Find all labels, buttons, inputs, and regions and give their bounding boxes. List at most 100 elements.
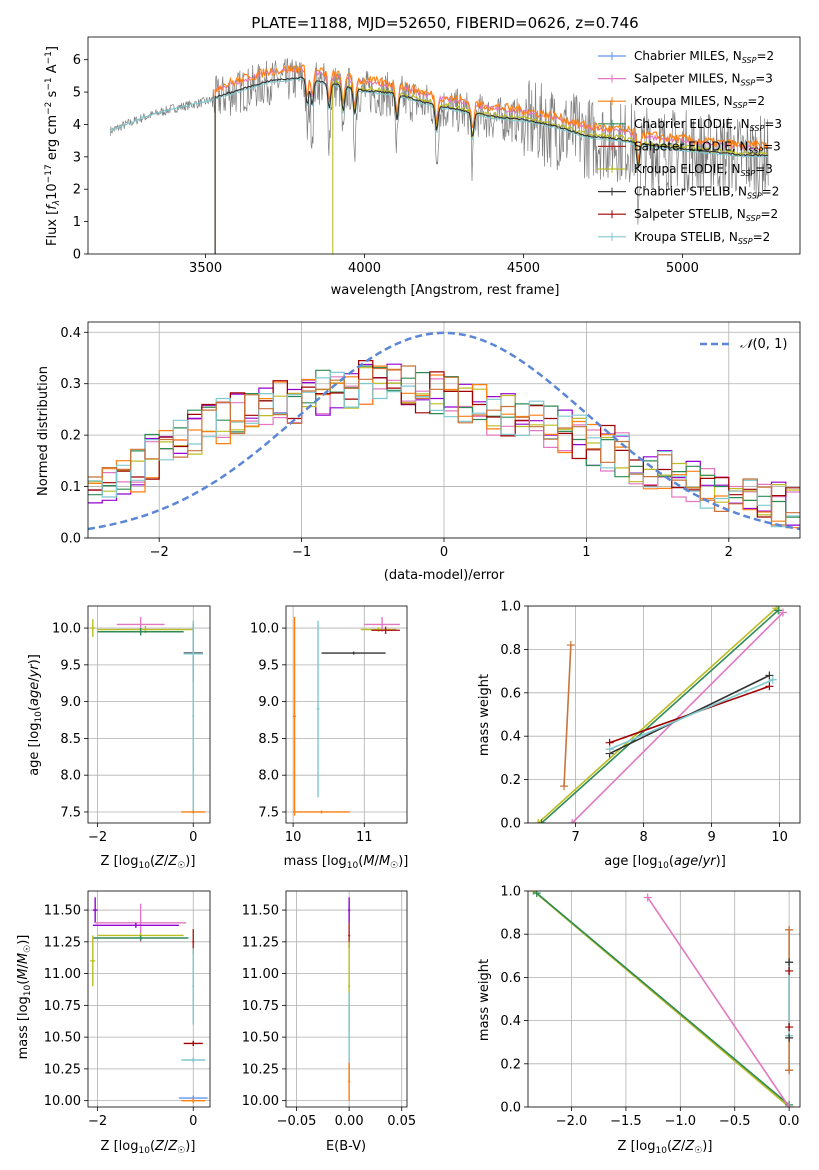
x-tick-label: 10 — [285, 830, 302, 845]
x-tick-label: −1.5 — [610, 1114, 642, 1129]
y-tick-label: 9.0 — [60, 695, 81, 710]
y-tick-label: 8.5 — [258, 732, 279, 747]
x-tick-label: −2 — [88, 1114, 107, 1129]
y-tick-label: 6 — [73, 53, 81, 68]
weight-line — [563, 645, 572, 787]
ebv-mass-xlabel: E(B-V) — [326, 1139, 366, 1154]
z-weight-xlabel: Z [log10(Z/Z☉)] — [618, 1139, 713, 1156]
z-mass-xlabel: Z [log10(Z/Z☉)] — [101, 1139, 196, 1156]
legend-label: Kroupa STELIB, NSSP=2 — [634, 230, 770, 246]
x-tick-label: 4000 — [348, 261, 381, 276]
y-tick-label: 0.0 — [60, 532, 81, 547]
x-tick-label: 0.05 — [387, 1114, 416, 1129]
mass-age-panel: 10 11 7.5 8.0 8.5 9.0 9.5 10.0 — [250, 605, 408, 845]
normal-curve — [88, 331, 800, 531]
x-tick-label: 0.0 — [779, 1114, 800, 1129]
spectrum-legend: Chabrier MILES, NSSP=2 Salpeter MILES, NS… — [598, 49, 782, 246]
z-mass-panel: −2 0 10.00 10.25 10.50 10.75 11.00 11.25 11.50 — [44, 890, 211, 1129]
weight-marker — [765, 671, 774, 680]
weight-marker — [534, 819, 543, 823]
weight-line — [537, 607, 777, 823]
axes-frame — [87, 890, 211, 1108]
weight-marker — [537, 819, 546, 823]
y-tick-label: 11.25 — [242, 935, 279, 950]
z-age-ylabel: age [log10(age/yr)] — [27, 654, 44, 776]
x-tick-label: 0 — [189, 830, 197, 845]
legend-label: Salpeter STELIB, NSSP=2 — [634, 207, 778, 223]
spectrum-title: PLATE=1188, MJD=52650, FIBERID=0626, z=0… — [251, 14, 638, 32]
y-tick-label: 0.2 — [500, 1057, 521, 1072]
axes-frame — [87, 36, 801, 255]
legend-label: Kroupa MILES, NSSP=2 — [634, 94, 765, 110]
weight-marker — [785, 958, 794, 967]
y-tick-label: 1.0 — [500, 600, 521, 615]
axes-frame — [285, 890, 408, 1108]
legend-label: Salpeter ELODIE, NSSP=3 — [634, 139, 781, 155]
residual-panel: −2 −1 0 1 2 0.0 0.1 0.2 0.3 0.4 — [60, 321, 801, 560]
weight-line — [571, 611, 784, 823]
axes-frame — [87, 605, 211, 824]
plot-area — [88, 606, 210, 823]
y-tick-label: 0.3 — [60, 377, 81, 392]
model-spectrum-line — [332, 80, 768, 254]
x-tick-label: −2 — [88, 830, 107, 845]
x-tick-label: 7 — [571, 830, 579, 845]
weight-line — [609, 679, 774, 750]
y-tick-label: 0.4 — [60, 326, 81, 341]
legend-label: Salpeter MILES, NSSP=3 — [634, 72, 773, 88]
legend-label: Chabrier MILES, NSSP=2 — [634, 49, 774, 65]
residual-histogram-step — [88, 371, 800, 528]
x-tick-label: −2 — [150, 545, 169, 560]
residual-xlabel: (data-model)/error — [384, 568, 505, 583]
y-tick-label: 2 — [73, 183, 81, 198]
plot-area — [88, 322, 800, 538]
plot-area — [88, 891, 210, 1107]
mass-age-xlabel: mass [log10(M/M☉)] — [284, 854, 409, 871]
y-tick-label: 5 — [73, 86, 81, 101]
plot-area — [286, 606, 407, 823]
x-tick-label: 2 — [725, 545, 733, 560]
residual-histogram-step — [88, 360, 800, 518]
y-tick-label: 0.1 — [60, 480, 81, 495]
normal-legend-label: 𝒩(0, 1) — [740, 337, 787, 352]
spectrum-xlabel: wavelength [Angstrom, rest frame] — [331, 283, 560, 298]
y-tick-label: 0.2 — [60, 429, 81, 444]
weight-marker — [785, 1066, 794, 1075]
x-tick-label: 3500 — [189, 261, 222, 276]
y-tick-label: 10.0 — [52, 622, 81, 637]
axes-frame — [87, 321, 801, 539]
y-tick-label: 8.5 — [60, 732, 81, 747]
weight-marker — [768, 675, 777, 684]
x-tick-label: 0.00 — [335, 1114, 364, 1129]
y-tick-label: 7.5 — [60, 805, 81, 820]
y-tick-label: 0 — [73, 248, 81, 263]
y-tick-label: 0.8 — [500, 643, 521, 658]
plot-area — [109, 57, 769, 254]
legend-label: Chabrier STELIB, NSSP=2 — [634, 185, 779, 201]
y-tick-label: 8.0 — [258, 769, 279, 784]
y-tick-label: 0.2 — [500, 773, 521, 788]
y-tick-label: 9.5 — [60, 658, 81, 673]
y-tick-label: 0.8 — [500, 928, 521, 943]
x-tick-label: 9 — [707, 830, 715, 845]
y-tick-label: 11.50 — [44, 904, 81, 919]
y-tick-label: 4 — [73, 118, 81, 133]
weight-marker — [785, 966, 794, 975]
y-tick-label: 9.5 — [258, 658, 279, 673]
x-tick-label: 8 — [639, 830, 647, 845]
z-age-panel: −2 0 7.5 8.0 8.5 9.0 9.5 10.0 — [52, 605, 211, 845]
y-tick-label: 1.0 — [500, 885, 521, 900]
y-tick-label: 10.75 — [44, 999, 81, 1014]
y-tick-label: 10.00 — [242, 1094, 279, 1109]
plot-area — [528, 606, 800, 823]
y-tick-label: 0.0 — [500, 1101, 521, 1116]
age-weight-xlabel: age [log10(age/yr)] — [604, 854, 726, 871]
y-tick-label: 10.75 — [242, 999, 279, 1014]
x-tick-label: 10 — [771, 830, 788, 845]
x-tick-label: 0 — [189, 1114, 197, 1129]
y-tick-label: 1 — [73, 215, 81, 230]
y-tick-label: 0.0 — [500, 817, 521, 832]
z-weight-ylabel: mass weight — [477, 959, 492, 1041]
weight-marker — [605, 745, 614, 754]
axes-frame — [527, 890, 801, 1108]
